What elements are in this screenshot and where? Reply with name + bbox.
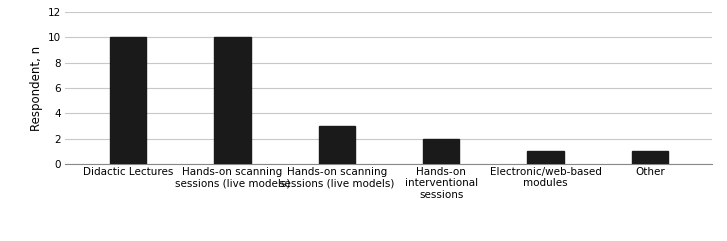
Bar bbox=[110, 37, 146, 164]
Bar bbox=[214, 37, 251, 164]
Bar bbox=[632, 151, 668, 164]
Y-axis label: Respondent, n: Respondent, n bbox=[30, 45, 43, 131]
Bar bbox=[423, 139, 459, 164]
Bar bbox=[527, 151, 563, 164]
Bar bbox=[318, 126, 355, 164]
